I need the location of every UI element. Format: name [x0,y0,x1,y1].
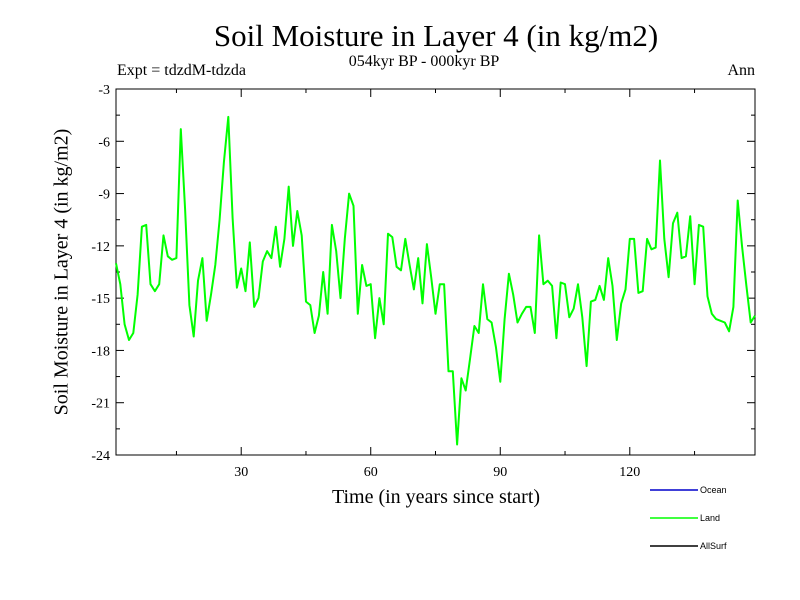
experiment-label: Expt = tdzdM-tdzda [117,62,246,79]
x-tick-label: 120 [619,465,640,480]
period-label: Ann [727,62,755,79]
plot-frame [115,88,756,456]
series-line-land [115,115,756,446]
legend: Ocean Land AllSurf [650,485,727,551]
legend-label-land: Land [700,513,720,523]
x-tick-label: 30 [234,465,248,480]
chart-subtitle: 054kyr BP - 000kyr BP [348,53,500,70]
plot-area-border [115,88,756,456]
x-tick-label: 60 [364,465,378,480]
y-tick-label: -24 [91,449,110,464]
x-axis-label: Time (in years since start) [331,486,541,508]
series-lines [115,115,756,446]
y-tick-label: -18 [91,344,110,359]
y-tick-label: -6 [98,135,110,150]
y-tick-label: -3 [98,83,110,98]
y-tick-label: -15 [91,292,110,307]
y-tick-label: -21 [91,397,110,412]
legend-label-allsurf: AllSurf [700,541,727,551]
x-tick-label: 90 [493,465,507,480]
chart-title: Soil Moisture in Layer 4 (in kg/m2) [213,18,659,53]
legend-label-ocean: Ocean [700,485,727,495]
y-tick-label: -9 [98,188,110,203]
y-tick-label: -12 [91,240,110,255]
axis-ticks: -3 -6 -9 -12 -15 -18 -21 -24 30 60 90 120 [91,83,755,480]
